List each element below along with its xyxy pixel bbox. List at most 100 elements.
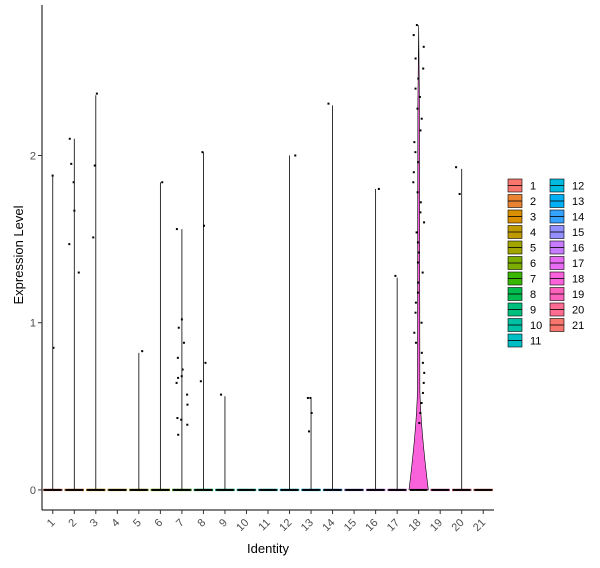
legend-item-14: 14 [549, 209, 584, 224]
point-7-3 [182, 341, 185, 344]
legend-label-8: 8 [530, 289, 536, 301]
legend-label-21: 21 [572, 320, 584, 332]
x-tick-label-19: 19 [428, 517, 445, 534]
points-zero-14 [323, 488, 342, 491]
x-tick-label-15: 15 [342, 517, 359, 534]
legend-item-6: 6 [507, 256, 536, 270]
legend-label-18: 18 [572, 274, 584, 286]
point-18-35 [422, 381, 425, 384]
point-7-7 [177, 376, 180, 379]
violin-2 [64, 138, 84, 492]
violin-16 [365, 188, 386, 492]
point-8-0 [201, 151, 204, 154]
point-18-38 [419, 412, 422, 415]
point-7-4 [176, 356, 179, 359]
legend-label-15: 15 [572, 227, 584, 239]
violin-6 [150, 182, 171, 492]
point-18-5 [417, 77, 420, 80]
legend-label-13: 13 [572, 196, 584, 208]
points-zero-19 [431, 488, 449, 491]
point-18-10 [419, 129, 422, 132]
points-zero-13 [302, 488, 320, 491]
point-18-33 [421, 361, 424, 364]
point-18-24 [421, 271, 424, 274]
point-20-0 [455, 166, 458, 169]
legend-label-14: 14 [572, 212, 584, 224]
legend-item-15: 15 [549, 225, 584, 239]
violin-9 [215, 396, 235, 492]
violin-7 [172, 229, 192, 492]
points-zero-15 [345, 488, 363, 491]
points-zero-12 [280, 488, 299, 491]
point-13-3 [308, 430, 311, 433]
legend-label-12: 12 [572, 181, 584, 193]
point-2-5 [77, 271, 80, 274]
points-zero-21 [474, 488, 492, 491]
points-zero-16 [366, 488, 385, 491]
point-18-8 [416, 107, 419, 110]
points-zero-17 [388, 488, 406, 491]
point-7-0 [175, 228, 178, 231]
x-tick-label-18: 18 [406, 517, 423, 534]
point-7-1 [180, 318, 183, 321]
point-7-12 [180, 418, 183, 421]
legend-label-16: 16 [572, 243, 584, 255]
x-tick-label-3: 3 [88, 517, 101, 530]
point-16-0 [377, 187, 380, 190]
point-layer [44, 24, 492, 491]
x-tick-label-14: 14 [320, 517, 337, 534]
point-14-0 [327, 102, 330, 105]
point-2-3 [73, 209, 76, 212]
point-18-1 [412, 34, 415, 37]
x-tick-label-17: 17 [385, 517, 402, 534]
points-zero-1 [44, 488, 62, 491]
legend-item-2: 2 [507, 194, 536, 208]
legend-label-7: 7 [530, 274, 536, 286]
point-7-13 [186, 423, 189, 426]
point-18-20 [415, 231, 418, 234]
point-18-28 [414, 311, 417, 314]
legend-item-19: 19 [549, 287, 584, 301]
point-2-1 [70, 162, 73, 165]
legend-label-4: 4 [530, 227, 536, 239]
points-zero-8 [194, 488, 213, 491]
points-zero-3 [87, 488, 105, 491]
point-18-3 [414, 57, 417, 60]
point-18-15 [412, 181, 415, 184]
x-tick-label-20: 20 [450, 517, 467, 534]
point-20-1 [458, 192, 461, 195]
point-18-14 [412, 171, 415, 174]
points-zero-2 [65, 488, 83, 491]
point-18-13 [417, 161, 420, 164]
point-1-0 [51, 174, 54, 177]
legend-item-13: 13 [549, 194, 584, 208]
legend-item-4: 4 [507, 225, 536, 239]
point-18-31 [414, 341, 417, 344]
point-18-18 [419, 211, 422, 214]
point-18-16 [416, 191, 419, 194]
legend-item-8: 8 [507, 287, 536, 301]
legend-item-20: 20 [549, 302, 584, 317]
point-18-2 [422, 45, 425, 48]
point-1-1 [52, 346, 55, 349]
point-7-11 [176, 417, 179, 420]
point-8-2 [204, 361, 207, 364]
legend-label-9: 9 [530, 305, 536, 317]
point-3-1 [93, 164, 96, 167]
violin-18 [408, 25, 429, 491]
points-zero-4 [108, 488, 127, 491]
legend-item-5: 5 [507, 240, 536, 255]
point-18-23 [416, 261, 419, 264]
violin-14 [322, 105, 343, 492]
point-18-36 [421, 391, 424, 394]
y-tick-label-0: 0 [30, 485, 36, 497]
legend-item-9: 9 [507, 302, 536, 317]
point-18-27 [414, 301, 417, 304]
point-13-0 [309, 396, 312, 399]
x-tick-label-6: 6 [153, 517, 166, 530]
violin-20 [452, 168, 472, 492]
x-axis-title: Identity [247, 541, 289, 556]
point-18-37 [420, 401, 423, 404]
